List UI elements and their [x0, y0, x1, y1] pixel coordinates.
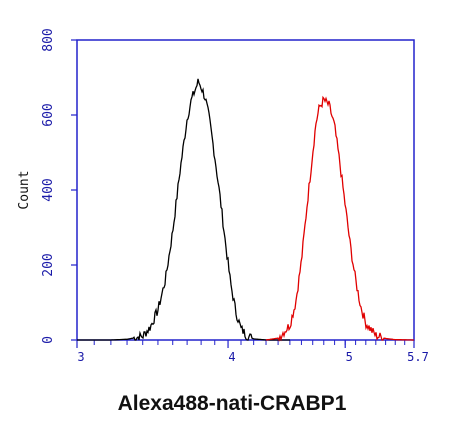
y-axis-ticks: 0 200 400 600 800	[41, 28, 77, 344]
plot-frame	[76, 39, 415, 341]
x-minor-ticks	[93, 340, 415, 345]
x-tick-label: 5.7	[407, 350, 429, 364]
x-tick-label: 3	[77, 350, 84, 364]
y-tick-label: 800	[41, 28, 56, 51]
histogram-series-2	[265, 95, 414, 342]
y-tick-label: 400	[41, 178, 56, 201]
x-tick-label: 5	[346, 350, 353, 364]
y-tick-label: 0	[41, 336, 56, 344]
x-axis-ticks: 3 4 5 5.7	[76, 340, 429, 364]
y-tick-label: 200	[41, 253, 56, 276]
y-tick-label: 600	[41, 103, 56, 126]
y-axis-label: Count	[17, 170, 32, 209]
histogram-series-1	[77, 78, 290, 341]
x-axis-title: Alexa488-nati-CRABP1	[117, 392, 347, 415]
series-layer	[77, 78, 414, 342]
x-tick-label: 4	[228, 350, 235, 364]
